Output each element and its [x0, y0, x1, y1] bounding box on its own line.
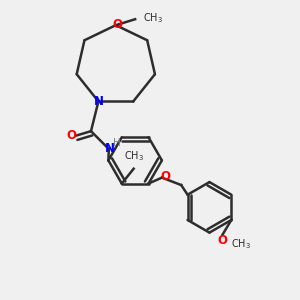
Text: O: O [160, 169, 171, 183]
Text: CH$_3$: CH$_3$ [231, 237, 251, 251]
Text: O: O [112, 18, 122, 31]
Text: CH$_3$: CH$_3$ [143, 11, 163, 25]
Text: O: O [66, 129, 76, 142]
Text: CH$_3$: CH$_3$ [124, 149, 144, 163]
Text: H: H [113, 138, 121, 148]
Text: N: N [105, 142, 115, 155]
Text: N: N [93, 95, 103, 108]
Text: O: O [218, 234, 227, 247]
